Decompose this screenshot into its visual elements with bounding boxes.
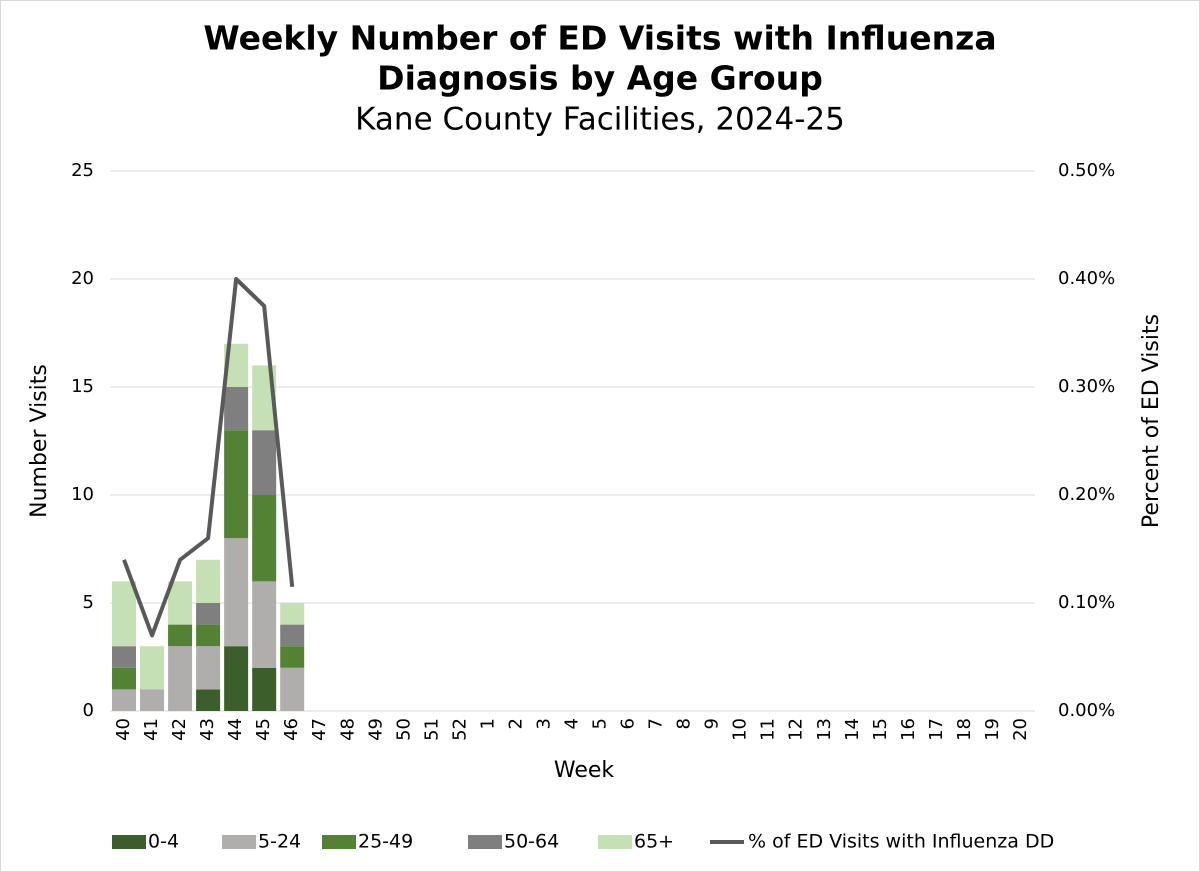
x-tick-label: 42	[169, 718, 190, 741]
bar-segment	[224, 646, 249, 711]
legend-label: % of ED Visits with Influenza DD	[748, 831, 1054, 853]
x-tick-label: 8	[674, 718, 695, 729]
x-tick-label: 48	[337, 718, 358, 741]
x-tick-label: 49	[365, 718, 386, 741]
x-tick-label: 41	[141, 718, 162, 741]
y2-tick-label: 0.20%	[1058, 484, 1115, 505]
x-tick-label: 2	[505, 718, 526, 729]
x-tick-label: 46	[281, 718, 302, 741]
y-tick-label: 0	[83, 700, 94, 721]
legend-label: 5-24	[258, 831, 301, 853]
x-axis-title: Week	[554, 758, 615, 783]
bar-segment	[252, 495, 277, 582]
x-tick-label: 17	[926, 718, 947, 741]
bar-segment	[168, 624, 193, 647]
chart-subtitle: Kane County Facilities, 2024-25	[355, 102, 845, 138]
legend-label: 65+	[634, 831, 674, 853]
bar-segment	[112, 667, 137, 690]
legend-label: 0-4	[148, 831, 179, 853]
x-tick-label: 7	[646, 718, 667, 729]
bar-segment	[112, 689, 137, 711]
chart-title: Diagnosis by Age Group	[377, 59, 823, 98]
x-tick-label: 16	[898, 718, 919, 741]
bar-segment	[280, 667, 305, 711]
y-tick-label: 25	[71, 160, 94, 181]
bar-segment	[196, 689, 221, 711]
x-tick-label: 11	[758, 718, 779, 741]
x-tick-label: 9	[702, 718, 723, 729]
line-series	[122, 277, 295, 638]
x-tick-label: 51	[421, 718, 442, 741]
bar-segment	[196, 559, 221, 603]
bar-segment	[280, 603, 305, 625]
x-tick-label: 12	[786, 718, 807, 741]
bar-segment	[112, 581, 137, 647]
x-tick-label: 18	[954, 718, 975, 741]
x-tick-label: 4	[562, 718, 583, 729]
x-tick-label: 3	[533, 718, 554, 729]
bar-segment	[140, 689, 165, 711]
y-tick-label: 15	[71, 376, 94, 397]
x-tick-label: 47	[309, 718, 330, 741]
bar-segment	[140, 646, 165, 690]
y2-axis-title: Percent of ED Visits	[1139, 314, 1164, 528]
y-tick-label: 5	[83, 592, 94, 613]
bar-segment	[168, 646, 193, 711]
x-tick-label: 40	[113, 718, 134, 741]
legend-label: 50-64	[504, 831, 559, 853]
x-tick-label: 43	[197, 718, 218, 741]
bar-segment	[112, 646, 137, 668]
x-tick-label: 14	[842, 718, 863, 741]
x-tick-label: 13	[814, 718, 835, 741]
bar-segment	[168, 581, 193, 625]
y-tick-label: 20	[71, 268, 94, 289]
bar-segment	[196, 603, 221, 625]
chart-title: Weekly Number of ED Visits with Influenz…	[203, 19, 996, 58]
x-tick-label: 20	[1010, 718, 1031, 741]
bar-segment	[252, 667, 277, 711]
bar-segment	[224, 387, 249, 431]
legend-swatch	[468, 835, 502, 849]
y2-tick-label: 0.30%	[1058, 376, 1115, 397]
bar-segment	[224, 538, 249, 647]
y2-tick-label: 0.00%	[1058, 700, 1115, 721]
y-tick-label: 10	[71, 484, 94, 505]
x-tick-label: 52	[449, 718, 470, 741]
bar-segment	[252, 430, 277, 495]
x-tick-label: 44	[225, 718, 246, 741]
bar-segment	[252, 581, 277, 668]
legend-swatch	[222, 835, 256, 849]
bar-segment	[224, 430, 249, 539]
x-tick-label: 50	[393, 718, 414, 741]
x-tick-label: 45	[253, 718, 274, 741]
x-tick-label: 5	[590, 718, 611, 729]
y-axis-title: Number Visits	[27, 364, 52, 518]
bar-segment	[196, 646, 221, 690]
legend-swatch	[112, 835, 146, 849]
y2-tick-label: 0.10%	[1058, 592, 1115, 613]
x-tick-label: 15	[870, 718, 891, 741]
bar-segment	[280, 646, 305, 668]
x-tick-label: 1	[477, 718, 498, 729]
y2-tick-label: 0.40%	[1058, 268, 1115, 289]
y2-tick-label: 0.50%	[1058, 160, 1115, 181]
legend-swatch	[598, 835, 632, 849]
legend-swatch	[322, 835, 356, 849]
legend-label: 25-49	[358, 831, 413, 853]
bar-segment	[196, 624, 221, 647]
x-tick-label: 10	[730, 718, 751, 741]
bar-segment	[280, 624, 305, 647]
x-tick-label: 6	[618, 718, 639, 729]
x-tick-label: 19	[982, 718, 1003, 741]
